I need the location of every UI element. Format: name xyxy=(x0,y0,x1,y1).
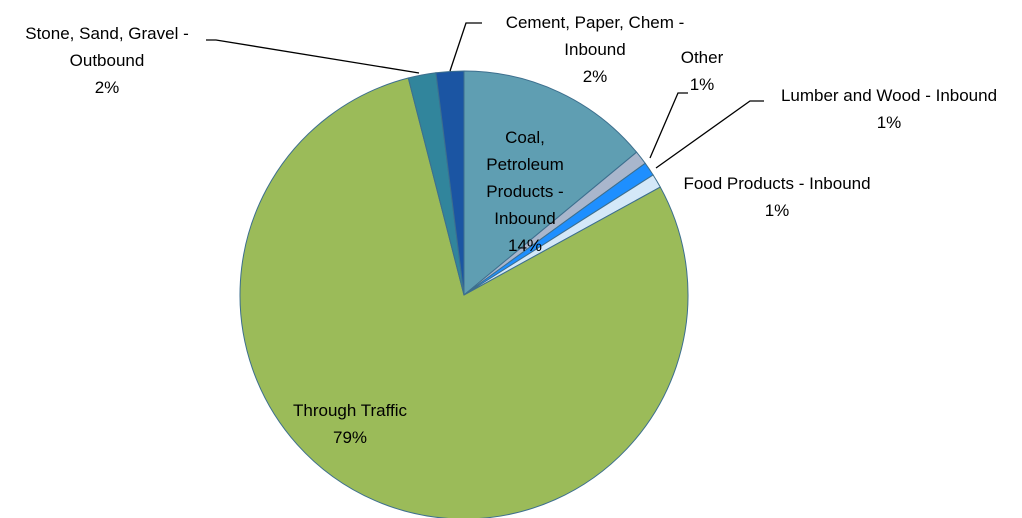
category-label: Through Traffic xyxy=(292,401,408,420)
pie-slice xyxy=(435,70,465,296)
leader-line xyxy=(649,92,688,159)
category-label: Coal, Petroleum Products - Inbound xyxy=(486,128,564,228)
value-label: 1% xyxy=(764,201,790,220)
leader-line xyxy=(655,100,764,169)
category-label: Stone, Sand, Gravel - Outbound xyxy=(25,24,189,70)
pie xyxy=(239,70,689,518)
slice-label: Cement, Paper, Chem - Inbound 2% xyxy=(490,9,700,90)
pie-slice xyxy=(239,77,689,518)
pie-slice xyxy=(463,70,638,297)
slice-label: Stone, Sand, Gravel - Outbound 2% xyxy=(2,20,212,101)
value-label: 14% xyxy=(507,236,543,255)
leader-line xyxy=(206,39,420,74)
category-label: Cement, Paper, Chem - Inbound xyxy=(505,13,685,59)
value-label: 1% xyxy=(689,75,715,94)
slice-label: Lumber and Wood - Inbound 1% xyxy=(754,82,1022,136)
value-label: 2% xyxy=(582,67,608,86)
slice-label: Coal, Petroleum Products - Inbound 14% xyxy=(480,124,570,259)
category-label: Lumber and Wood - Inbound xyxy=(780,86,998,105)
value-label: 2% xyxy=(94,78,120,97)
value-label: 79% xyxy=(332,428,368,447)
slice-label: Through Traffic 79% xyxy=(260,397,440,451)
leader-line xyxy=(449,22,482,72)
value-label: 1% xyxy=(876,113,902,132)
category-label: Food Products - Inbound xyxy=(683,174,871,193)
category-label: Other xyxy=(680,48,724,67)
slice-label: Food Products - Inbound 1% xyxy=(657,170,897,224)
slice-label: Other 1% xyxy=(662,44,742,98)
